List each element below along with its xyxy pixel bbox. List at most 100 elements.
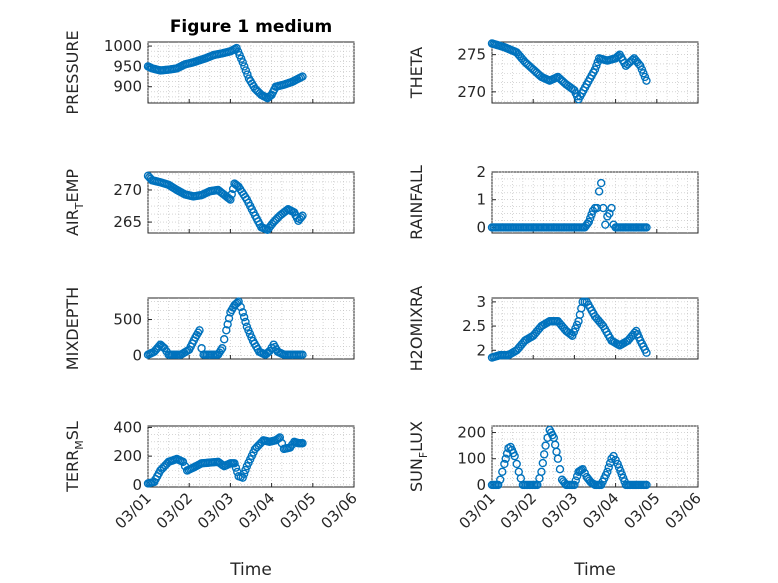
data-point — [592, 61, 601, 71]
data-point — [605, 209, 614, 218]
y-axis-label: PRESSURE — [63, 30, 82, 114]
data-point — [496, 475, 505, 484]
data-point — [236, 302, 245, 312]
data-series — [487, 39, 651, 104]
y-axis-label: SUNFLUX — [407, 421, 430, 492]
x-tick-label: 03/01 — [112, 489, 155, 532]
x-tick-label: 03/01 — [456, 489, 499, 532]
grid — [491, 42, 699, 103]
data-point — [498, 467, 507, 477]
y-axis-label: THETA — [407, 47, 426, 99]
data-series — [143, 43, 307, 103]
data-point — [501, 454, 510, 463]
data-point — [226, 195, 235, 204]
data-point — [241, 66, 251, 75]
x-tick-label: 03/06 — [318, 489, 361, 532]
y-tick-label: 500 — [113, 311, 142, 329]
data-point — [603, 467, 612, 477]
x-tick-label: 03/04 — [235, 489, 278, 532]
data-point — [584, 217, 594, 227]
subplot-2: 270 275 THETA — [407, 39, 699, 104]
data-point — [240, 62, 249, 71]
data-point — [537, 467, 546, 477]
data-point — [538, 458, 548, 468]
y-tick-label: 2 — [476, 341, 486, 359]
y-tick-label: 0 — [132, 476, 142, 494]
data-point — [510, 451, 519, 461]
data-point — [298, 439, 307, 448]
data-point — [227, 190, 236, 199]
x-tick-label: 03/05 — [276, 489, 319, 532]
data-point — [604, 463, 613, 472]
y-tick-label: 275 — [457, 46, 486, 64]
data-point — [223, 320, 232, 329]
data-point — [539, 450, 549, 459]
data-point — [642, 348, 651, 357]
y-tick-label: 0 — [476, 218, 486, 236]
y-axis-label: TERRMSL — [63, 421, 86, 493]
data-point — [195, 326, 204, 335]
data-point — [594, 187, 604, 196]
figure-title: Figure 1 medium — [170, 17, 332, 37]
data-point — [230, 459, 239, 468]
y-tick-label: 270 — [113, 181, 142, 199]
data-series — [143, 171, 307, 234]
data-point — [241, 465, 250, 475]
data-point — [224, 314, 234, 323]
grid — [491, 425, 699, 487]
data-point — [238, 308, 247, 317]
y-tick-label: 3 — [476, 293, 486, 311]
data-point — [553, 454, 563, 463]
data-point — [639, 69, 648, 78]
data-point — [500, 459, 509, 469]
y-tick-label: 200 — [457, 424, 486, 442]
data-point — [571, 476, 580, 485]
data-point — [231, 463, 241, 472]
data-point — [239, 312, 249, 322]
x-tick-label: 03/02 — [497, 489, 540, 532]
data-point — [243, 70, 252, 79]
data-point — [296, 213, 306, 222]
data-point — [217, 344, 227, 353]
x-tick-label: 03/02 — [153, 489, 196, 532]
data-point — [640, 72, 650, 82]
y-tick-label: 200 — [113, 447, 142, 465]
y-tick-label: 400 — [113, 418, 142, 436]
data-series — [143, 297, 307, 359]
x-tick-label: 03/03 — [194, 489, 237, 532]
data-series — [143, 433, 307, 488]
data-point — [642, 223, 651, 232]
grid — [491, 171, 699, 233]
y-axis-label: AIRTEMP — [63, 169, 86, 236]
subplot-1: 900 950 1000 PRESSURE — [63, 30, 355, 115]
y-axis-label: RAINFALL — [407, 165, 426, 240]
x-tick-label: 03/06 — [662, 489, 705, 532]
data-point — [239, 469, 249, 479]
data-point — [570, 480, 579, 490]
data-point — [590, 65, 600, 74]
y-tick-label: 900 — [113, 78, 142, 96]
subplot-5: 0 500 MIXDEPTH — [63, 287, 355, 370]
y-tick-label: 265 — [113, 213, 142, 231]
data-series — [487, 178, 651, 232]
data-point — [238, 473, 247, 482]
data-point — [607, 203, 616, 213]
y-tick-label: 1000 — [104, 37, 142, 55]
data-point — [241, 317, 250, 327]
y-tick-label: 0 — [476, 476, 486, 494]
y-tick-label: 1 — [476, 191, 486, 209]
subplot-3: 265 270 AIRTEMP — [63, 169, 355, 236]
data-point — [222, 326, 231, 335]
subplot-4: 0 1 2 RAINFALL — [407, 163, 699, 240]
x-axis-label-right: Time — [573, 560, 616, 580]
data-point — [238, 58, 247, 67]
x-tick-label: 03/05 — [620, 489, 663, 532]
y-tick-label: 2 — [476, 163, 486, 181]
x-axis-label-left: Time — [229, 560, 272, 580]
data-point — [585, 214, 595, 223]
data-point — [642, 76, 651, 85]
data-point — [587, 210, 596, 219]
data-point — [637, 65, 647, 74]
x-tick-label: 03/04 — [579, 489, 622, 532]
